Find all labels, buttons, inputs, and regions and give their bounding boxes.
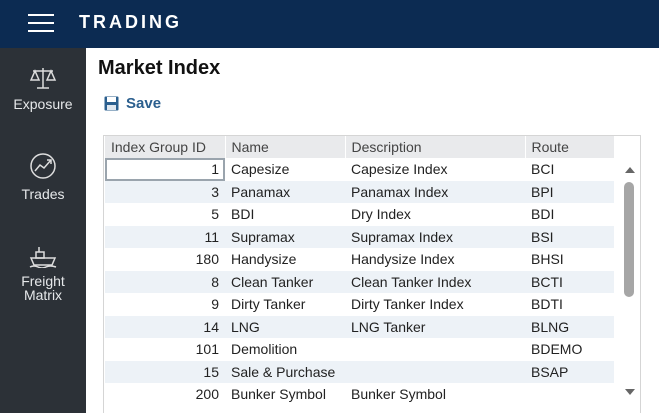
table-row[interactable]: 9 Dirty Tanker Dirty Tanker Index BDTI bbox=[105, 293, 614, 316]
table-cell: Panamax bbox=[225, 180, 345, 203]
page-title: Market Index bbox=[98, 57, 221, 79]
table-cell: BDI bbox=[531, 206, 555, 223]
table-row[interactable]: 11 Supramax Supramax Index BSI bbox=[105, 225, 614, 248]
table-cell: Dirty Tanker bbox=[231, 296, 306, 313]
nav-label: Exposure bbox=[13, 96, 73, 112]
app-title: TRADING bbox=[79, 12, 182, 32]
table-cell: Bunker Symbol bbox=[231, 386, 326, 403]
table-cell: Bunker Symbol bbox=[351, 386, 446, 403]
table-row[interactable]: 1 Capesize Capesize Index BCI bbox=[105, 158, 614, 181]
table-cell: BCI bbox=[531, 161, 555, 178]
nav-item[interactable]: Exposure bbox=[0, 66, 86, 112]
table-cell bbox=[345, 338, 525, 361]
table-cell: Handysize bbox=[231, 251, 297, 268]
table-row[interactable]: 5 BDI Dry Index BDI bbox=[105, 203, 614, 226]
table-cell: Supramax Index bbox=[345, 225, 525, 248]
table-cell: 180 bbox=[195, 251, 219, 268]
table-cell: Dirty Tanker Index bbox=[351, 296, 464, 313]
table-cell: Panamax Index bbox=[345, 180, 525, 203]
table-cell: Capesize Index bbox=[351, 161, 448, 178]
table-cell: BSI bbox=[525, 225, 614, 248]
table-cell: 9 bbox=[211, 296, 219, 313]
table-row[interactable]: 14 LNG LNG Tanker BLNG bbox=[105, 315, 614, 338]
table-cell: Dry Index bbox=[351, 206, 411, 223]
table-cell: BCTI bbox=[525, 270, 614, 293]
icon bbox=[29, 68, 57, 89]
menu-button[interactable] bbox=[28, 14, 54, 34]
table-cell: LNG bbox=[225, 315, 345, 338]
table-cell: 15 bbox=[105, 360, 225, 383]
table-cell: BDEMO bbox=[531, 341, 583, 358]
table-cell: Capesize bbox=[231, 161, 290, 178]
column-header[interactable]: Index Group ID bbox=[105, 136, 226, 158]
table-cell: Supramax bbox=[225, 225, 345, 248]
table-cell bbox=[525, 383, 614, 406]
column-header[interactable]: Description bbox=[345, 136, 526, 158]
table-cell: 11 bbox=[105, 225, 225, 248]
table-cell: BSAP bbox=[525, 360, 614, 383]
table-cell: Handysize Index bbox=[351, 251, 455, 268]
nav-item[interactable]: Trades bbox=[0, 152, 86, 202]
table-row[interactable]: 15 Sale & Purchase BSAP bbox=[105, 360, 614, 383]
table-cell bbox=[345, 360, 525, 383]
table-row[interactable]: 8 Clean Tanker Clean Tanker Index BCTI bbox=[105, 270, 614, 293]
header-row: Index Group ID Name Description Route bbox=[105, 136, 615, 158]
table-cell: 101 bbox=[195, 341, 219, 358]
table-cell: 8 bbox=[105, 270, 225, 293]
nav-label: Freight Matrix bbox=[21, 273, 65, 303]
table-cell: BLNG bbox=[525, 315, 614, 338]
table-cell: BDTI bbox=[531, 296, 563, 313]
save-button[interactable]: Save bbox=[104, 95, 161, 112]
table-cell: 5 bbox=[211, 206, 219, 223]
table-row[interactable]: 200 Bunker Symbol Bunker Symbol bbox=[105, 383, 614, 406]
table-cell: Sale & Purchase bbox=[225, 360, 345, 383]
save-icon bbox=[104, 96, 119, 111]
table-cell: BPI bbox=[525, 180, 614, 203]
column-header[interactable]: Name bbox=[225, 136, 346, 158]
table-row[interactable]: 101 Demolition BDEMO bbox=[105, 338, 614, 361]
nav-item[interactable]: Freight Matrix bbox=[0, 244, 86, 303]
scrollbar[interactable] bbox=[621, 160, 639, 412]
table-cell: 200 bbox=[195, 386, 219, 403]
table: Index Group ID Name Description Route 1 Cape… bbox=[105, 136, 615, 406]
table-cell: Clean Tanker bbox=[225, 270, 345, 293]
table-row[interactable]: 3 Panamax Panamax Index BPI bbox=[105, 180, 614, 203]
table-cell: BDI bbox=[231, 206, 255, 223]
icon bbox=[29, 247, 57, 268]
table-cell: 1 bbox=[105, 158, 225, 181]
data-grid: Index Group ID Name Description Route 1 Cape… bbox=[103, 135, 641, 413]
table-cell: LNG Tanker bbox=[345, 315, 525, 338]
table-cell: BHSI bbox=[531, 251, 564, 268]
table-row[interactable]: 180 Handysize Handysize Index BHSI bbox=[105, 248, 614, 271]
table-cell: Clean Tanker Index bbox=[345, 270, 525, 293]
table-cell: 14 bbox=[105, 315, 225, 338]
icon bbox=[30, 153, 56, 179]
save-label: Save bbox=[126, 95, 162, 112]
nav-label: Trades bbox=[21, 186, 65, 202]
sidebar: Exposure Trades Freight Matrix bbox=[0, 48, 86, 413]
column-header[interactable]: Route bbox=[525, 136, 615, 158]
top-bar: TRADING bbox=[0, 0, 659, 48]
table-cell: Demolition bbox=[231, 341, 298, 358]
table-cell: 3 bbox=[105, 180, 225, 203]
